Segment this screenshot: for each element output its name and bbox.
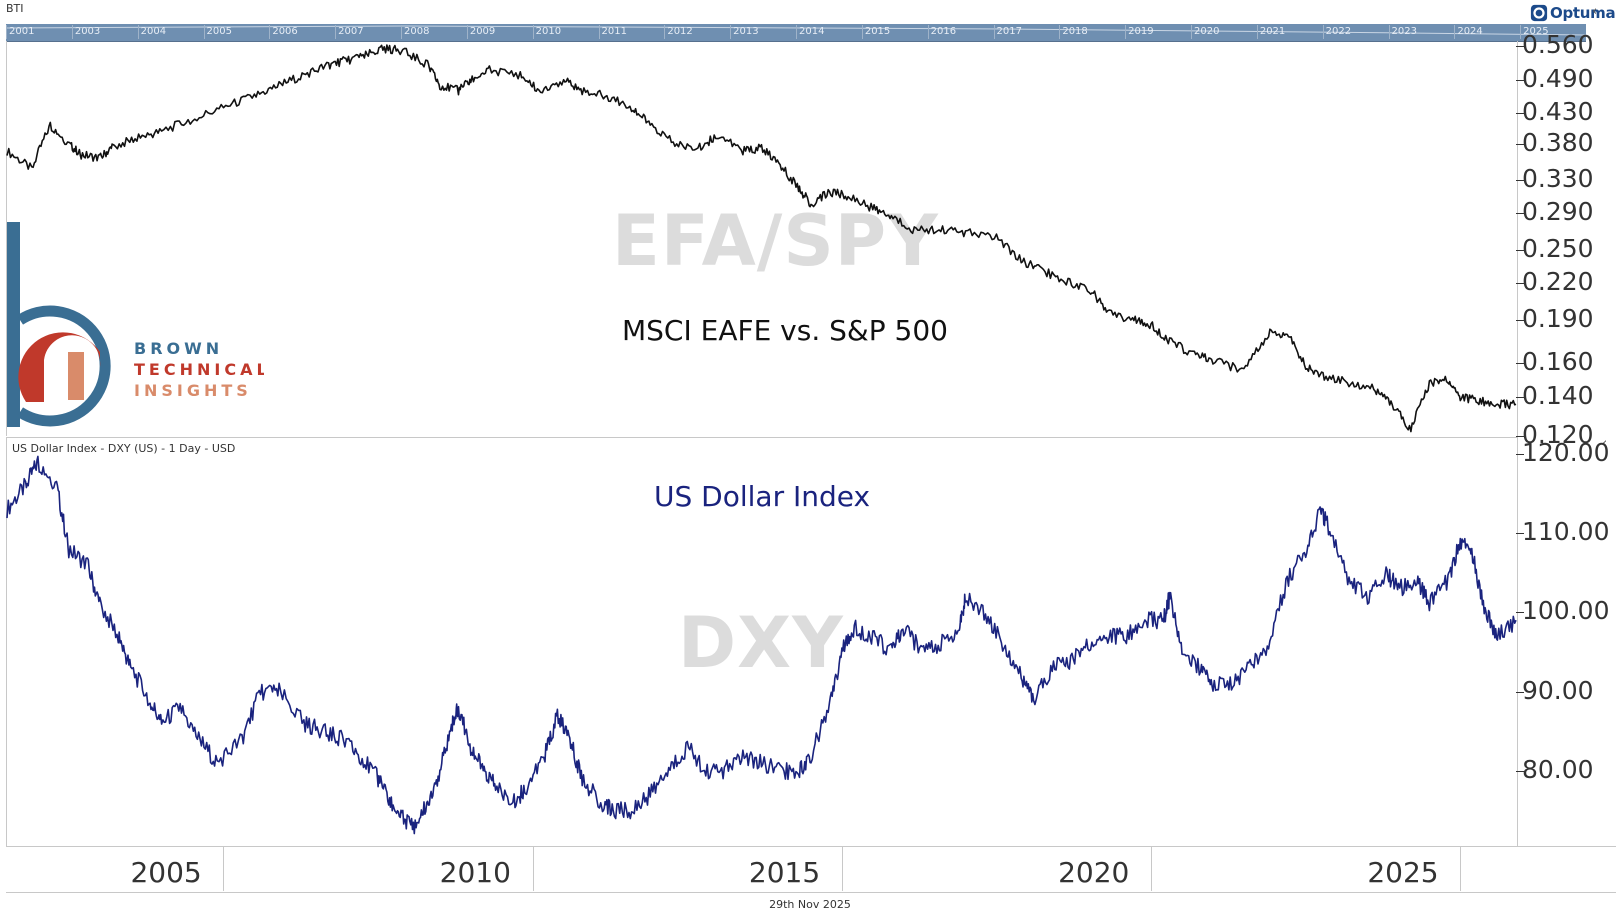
brown-technical-insights-logo: BROWN TECHNICAL INSIGHTS: [7, 222, 264, 427]
navigator-year-label[interactable]: 2017: [993, 25, 1022, 39]
navigator-year-label[interactable]: 2012: [664, 25, 693, 39]
dxy-y-tick-mark: [1516, 612, 1524, 614]
x-tick-label: 2020: [1058, 856, 1130, 889]
ratio-y-tick-mark: [1516, 436, 1524, 437]
ratio-y-tick-label: 0.190: [1522, 303, 1594, 333]
ratio-y-tick-label: 0.220: [1522, 266, 1594, 296]
dxy-y-tick-label: 110.00: [1522, 517, 1610, 547]
ratio-series-group: [6, 44, 1517, 433]
ratio-watermark: EFA/SPY: [612, 200, 939, 282]
ratio-y-tick-mark: [1516, 80, 1524, 82]
date-stamp: 29th Nov 2025: [769, 898, 851, 911]
collapse-panel-bottom-icon[interactable]: ‹: [1602, 436, 1608, 451]
ratio-chart-panel[interactable]: [6, 41, 1518, 436]
ratio-y-tick-label: 0.160: [1522, 347, 1594, 377]
x-tick-line: [841, 846, 843, 891]
ratio-y-tick-mark: [1516, 363, 1524, 365]
navigator-year-label[interactable]: 2019: [1125, 25, 1154, 39]
ratio-y-tick-mark: [1516, 113, 1524, 115]
x-tick-line: [223, 846, 225, 891]
optuma-logo: Optuma: [1530, 2, 1616, 24]
x-tick-line: [1151, 846, 1153, 891]
timeline-navigator[interactable]: 2001 2003 2004 2005 2006 2007 2008 2009 2010 2011…: [6, 24, 1586, 42]
ratio-y-tick-mark: [1516, 282, 1524, 284]
navigator-year-label[interactable]: 2007: [335, 25, 364, 39]
navigator-year-label[interactable]: 2023: [1388, 25, 1417, 39]
dxy-y-tick-label: 90.00: [1522, 675, 1594, 705]
dxy-y-tick-mark: [1516, 533, 1524, 535]
navigator-year-label[interactable]: 2005: [203, 25, 232, 39]
x-tick-line: [1460, 846, 1462, 891]
navigator-year-label[interactable]: 2024: [1454, 25, 1483, 39]
ratio-y-tick-mark: [1516, 250, 1524, 252]
navigator-year-label[interactable]: 2001: [6, 25, 34, 39]
ratio-y-tick-mark: [1516, 396, 1524, 398]
dxy-panel-title: US Dollar Index - DXY (US) - 1 Day - USD: [12, 442, 236, 455]
navigator-year-label[interactable]: 2008: [401, 25, 429, 39]
navigator-overview-line: [6, 25, 1586, 36]
ratio-y-tick-label: 0.140: [1522, 380, 1594, 410]
x-tick-label: 2005: [130, 856, 202, 889]
x-tick-label: 2015: [748, 856, 821, 889]
logo-line-insights: INSIGHTS: [134, 381, 252, 400]
navigator-year-label[interactable]: 2004: [137, 25, 166, 39]
ratio-y-tick-mark: [1516, 212, 1524, 214]
x-axis[interactable]: [6, 846, 1616, 893]
x-tick-label: 2025: [1367, 856, 1439, 889]
logo-line-brown: BROWN: [134, 339, 223, 358]
navigator-year-label[interactable]: 2014: [796, 25, 824, 39]
ratio-y-tick-label: 0.430: [1522, 97, 1594, 127]
ratio-y-tick-label: 0.560: [1522, 30, 1594, 60]
dxy-y-tick-label: 80.00: [1522, 754, 1594, 784]
navigator-year-label[interactable]: 2018: [1059, 25, 1088, 39]
navigator-year-label[interactable]: 2015: [861, 25, 890, 39]
navigator-year-label[interactable]: 2016: [927, 25, 956, 39]
navigator-year-label[interactable]: 2003: [71, 25, 100, 39]
logo-line-technical: TECHNICAL: [134, 360, 264, 379]
ratio-y-tick-mark: [1516, 319, 1524, 321]
dxy-y-tick-label: 120.00: [1522, 437, 1610, 467]
navigator-year-label[interactable]: 2020: [1191, 25, 1219, 39]
collapse-panel-top-icon[interactable]: ‹: [1592, 4, 1598, 19]
ratio-y-tick-mark: [1516, 144, 1524, 146]
ratio-y-tick-mark: [1516, 46, 1524, 48]
x-tick-line: [532, 846, 534, 891]
dxy-series-group: [6, 455, 1517, 835]
navigator-year-label[interactable]: 2025: [1520, 25, 1549, 39]
ratio-y-tick-label: 0.250: [1522, 234, 1594, 264]
ratio-series-line: [6, 44, 1517, 433]
ratio-y-tick-label: 0.290: [1522, 196, 1594, 226]
ratio-y-tick-label: 0.120: [1522, 420, 1594, 449]
dxy-annotation: US Dollar Index: [654, 480, 871, 513]
navigator-year-label[interactable]: 2013: [730, 25, 759, 39]
x-tick-label: 2010: [439, 856, 511, 889]
dxy-chart-panel[interactable]: [6, 437, 1518, 846]
ratio-y-tick-label: 0.380: [1522, 128, 1594, 158]
navigator-year-label[interactable]: 2011: [598, 25, 627, 39]
ratio-y-tick-label: 0.330: [1522, 164, 1594, 194]
app-label: BTI: [6, 2, 24, 15]
navigator-year-label[interactable]: 2006: [269, 25, 298, 39]
optuma-logo-text: Optuma: [1550, 4, 1616, 22]
navigator-year-label[interactable]: 2021: [1256, 25, 1285, 39]
dxy-y-tick-label: 100.00: [1522, 596, 1610, 626]
navigator-year-label[interactable]: 2022: [1322, 25, 1351, 39]
dxy-series-line: [6, 455, 1517, 835]
dxy-y-tick-mark: [1516, 453, 1524, 455]
ratio-y-tick-mark: [1516, 180, 1524, 182]
ratio-annotation: MSCI EAFE vs. S&P 500: [622, 314, 948, 347]
dxy-y-tick-mark: [1516, 691, 1524, 693]
optuma-logo-icon: [1530, 4, 1548, 22]
dxy-watermark: DXY: [678, 602, 844, 684]
dxy-y-tick-mark: [1516, 770, 1524, 772]
navigator-year-label[interactable]: 2009: [466, 25, 495, 39]
navigator-year-label[interactable]: 2010: [532, 25, 561, 39]
ratio-y-tick-label: 0.490: [1522, 64, 1594, 94]
